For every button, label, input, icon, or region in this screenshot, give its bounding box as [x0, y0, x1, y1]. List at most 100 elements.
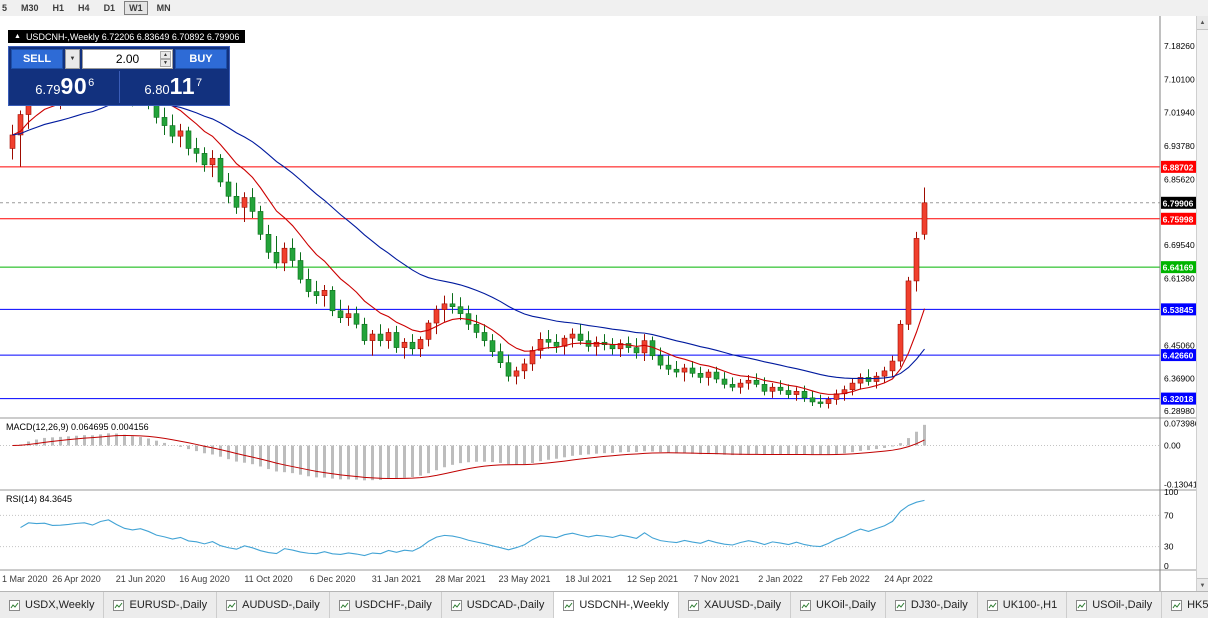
mini-chart-icon [563, 599, 575, 611]
ohlc-text: USDCNH-,Weekly 6.72206 6.83649 6.70892 6… [25, 31, 240, 42]
macd-histogram [19, 424, 926, 481]
chart-tab-label: USDCHF-,Daily [354, 599, 432, 611]
mini-chart-icon [338, 599, 350, 611]
sell-price-head: 6.79 [35, 82, 61, 97]
timeframe-button-5[interactable]: 5 [2, 3, 8, 13]
volume-spinner: ▲ ▼ [160, 51, 171, 67]
mini-chart-icon [800, 599, 812, 611]
date-axis-label: 16 Aug 2020 [179, 574, 230, 584]
price-axis-label: 7.01940 [1164, 108, 1195, 118]
macd-axis-label: 0.073986 [1164, 419, 1196, 429]
chart-tab-label: UK100-,H1 [1002, 599, 1058, 611]
chart-tab-dj30-daily[interactable]: DJ30-,Daily [886, 592, 978, 618]
timeframe-button-d1[interactable]: D1 [103, 3, 116, 13]
date-axis-label: 27 Feb 2022 [819, 574, 870, 584]
date-axis-label: 7 Nov 2021 [693, 574, 739, 584]
timeframe-button-h1[interactable]: H1 [52, 3, 65, 13]
level-price-tag-text: 6.32018 [1163, 394, 1194, 404]
chart-tab-label: UKOil-,Daily [816, 599, 876, 611]
rsi-axis-label: 30 [1164, 542, 1174, 552]
one-click-trading-panel: SELL ▼ 2.00 ▲ ▼ BUY 6.79 90 6 6.80 11 7 [8, 46, 230, 106]
timeframe-button-h4[interactable]: H4 [78, 3, 90, 13]
rsi-axis-label: 0 [1164, 561, 1169, 571]
volume-dropdown-button[interactable]: ▼ [65, 49, 80, 69]
date-axis-label: 21 Jun 2020 [116, 574, 166, 584]
ma-slow-line [12, 100, 925, 380]
volume-input[interactable]: 2.00 ▲ ▼ [82, 49, 173, 69]
chart-scrollbar[interactable]: ▲ ▼ [1196, 16, 1208, 592]
date-axis-label: 24 Apr 2022 [884, 574, 933, 584]
chart-tabs-bar: USDX,Weekly EURUSD-,Daily AUDUSD-,Daily USD… [0, 591, 1208, 618]
chart-window[interactable]: 0.073986 0.00 -0.13041 100 70 30 0 7.18260 7.101… [0, 16, 1208, 592]
mini-chart-icon [894, 599, 906, 611]
date-axis-label: 31 Jan 2021 [372, 574, 422, 584]
sell-button[interactable]: SELL [11, 49, 63, 69]
level-price-tag-text: 6.64169 [1163, 263, 1194, 273]
chart-tab-ukoil-daily[interactable]: UKOil-,Daily [791, 592, 886, 618]
current-price-tag-text: 6.79906 [1163, 198, 1194, 208]
buy-price-sup: 7 [196, 77, 203, 89]
scroll-down-icon[interactable]: ▼ [1197, 578, 1208, 592]
rsi-indicator-label: RSI(14) 84.3645 [6, 494, 73, 504]
level-price-tag [1161, 160, 1196, 173]
chart-tab-usdcnh-weekly[interactable]: USDCNH-,Weekly [554, 592, 679, 618]
chart-ohlc-bar: ▲ USDCNH-,Weekly 6.72206 6.83649 6.70892… [8, 30, 246, 43]
date-axis-label: 11 Oct 2020 [244, 574, 292, 584]
chart-tab-label: USDCAD-,Daily [466, 599, 545, 611]
level-price-tag-text: 6.53845 [1163, 305, 1194, 315]
price-axis-label: 6.36900 [1164, 374, 1195, 384]
volume-down-icon[interactable]: ▼ [160, 59, 171, 67]
date-axis-label: 28 Mar 2021 [435, 574, 486, 584]
buy-price-head: 6.80 [144, 82, 170, 97]
chart-tab-xauusd-daily[interactable]: XAUUSD-,Daily [679, 592, 792, 618]
sell-price-sup: 6 [88, 77, 95, 89]
chart-tab-label: USOil-,Daily [1092, 599, 1153, 611]
date-axis-label: 18 Jul 2021 [565, 574, 612, 584]
chart-tab-label: AUDUSD-,Daily [242, 599, 320, 611]
macd-axis-label: -0.13041 [1164, 479, 1196, 489]
level-price-tag-text: 6.75998 [1163, 214, 1194, 224]
mini-chart-icon [1171, 599, 1183, 611]
mini-chart-icon [688, 599, 699, 611]
scroll-up-icon[interactable]: ▲ [1197, 16, 1208, 30]
timeframe-button-m30[interactable]: M30 [21, 3, 39, 13]
buy-price[interactable]: 6.80 11 7 [118, 71, 228, 103]
rsi-axis-label: 100 [1164, 487, 1178, 497]
chart-tab-usdx-weekly[interactable]: USDX,Weekly [0, 592, 105, 618]
level-price-tag [1161, 349, 1196, 362]
volume-value: 2.00 [115, 52, 140, 66]
date-axis-label: 2 Jan 2022 [758, 574, 803, 584]
mini-chart-icon [9, 599, 20, 611]
buy-button[interactable]: BUY [175, 49, 227, 69]
sell-price[interactable]: 6.79 90 6 [11, 71, 119, 103]
mini-chart-icon [226, 599, 238, 611]
chart-tab-usoil-daily[interactable]: USOil-,Daily [1067, 592, 1163, 618]
volume-up-icon[interactable]: ▲ [160, 51, 171, 59]
level-price-tag [1161, 392, 1196, 405]
chart-tab-hk50[interactable]: HK50-, [1162, 592, 1208, 618]
price-axis-label: 6.85620 [1164, 174, 1195, 184]
mini-chart-icon [1076, 599, 1088, 611]
macd-signal-line [12, 434, 925, 479]
ma-fast-line [12, 79, 926, 395]
rsi-line [20, 499, 925, 557]
chart-tab-audusd-daily[interactable]: AUDUSD-,Daily [217, 592, 330, 618]
timeframe-button-w1[interactable]: W1 [124, 1, 148, 15]
mini-chart-icon [450, 599, 462, 611]
price-axis-label: 7.18260 [1164, 41, 1195, 51]
timeframe-toolbar: 5 M30 H1 H4 D1 W1 MN [0, 0, 1208, 17]
date-axis-label: 1 Mar 2020 [2, 574, 48, 584]
chart-tab-eurusd-daily[interactable]: EURUSD-,Daily [104, 592, 218, 618]
price-axis-label: 6.28980 [1164, 406, 1195, 416]
chart-tab-uk100-h1[interactable]: UK100-,H1 [978, 592, 1068, 618]
price-axis-label: 7.10100 [1164, 74, 1195, 84]
chart-tab-usdchf-daily[interactable]: USDCHF-,Daily [330, 592, 442, 618]
horizontal-level-lines[interactable] [0, 166, 1160, 400]
timeframe-button-mn[interactable]: MN [156, 3, 171, 13]
date-axis-label: 6 Dec 2020 [309, 574, 355, 584]
chart-tab-usdcad-daily[interactable]: USDCAD-,Daily [442, 592, 555, 618]
price-axis-label: 6.61380 [1164, 274, 1195, 284]
chart-tab-label: USDCNH-,Weekly [579, 599, 669, 611]
price-axis-label: 6.93780 [1164, 141, 1195, 151]
